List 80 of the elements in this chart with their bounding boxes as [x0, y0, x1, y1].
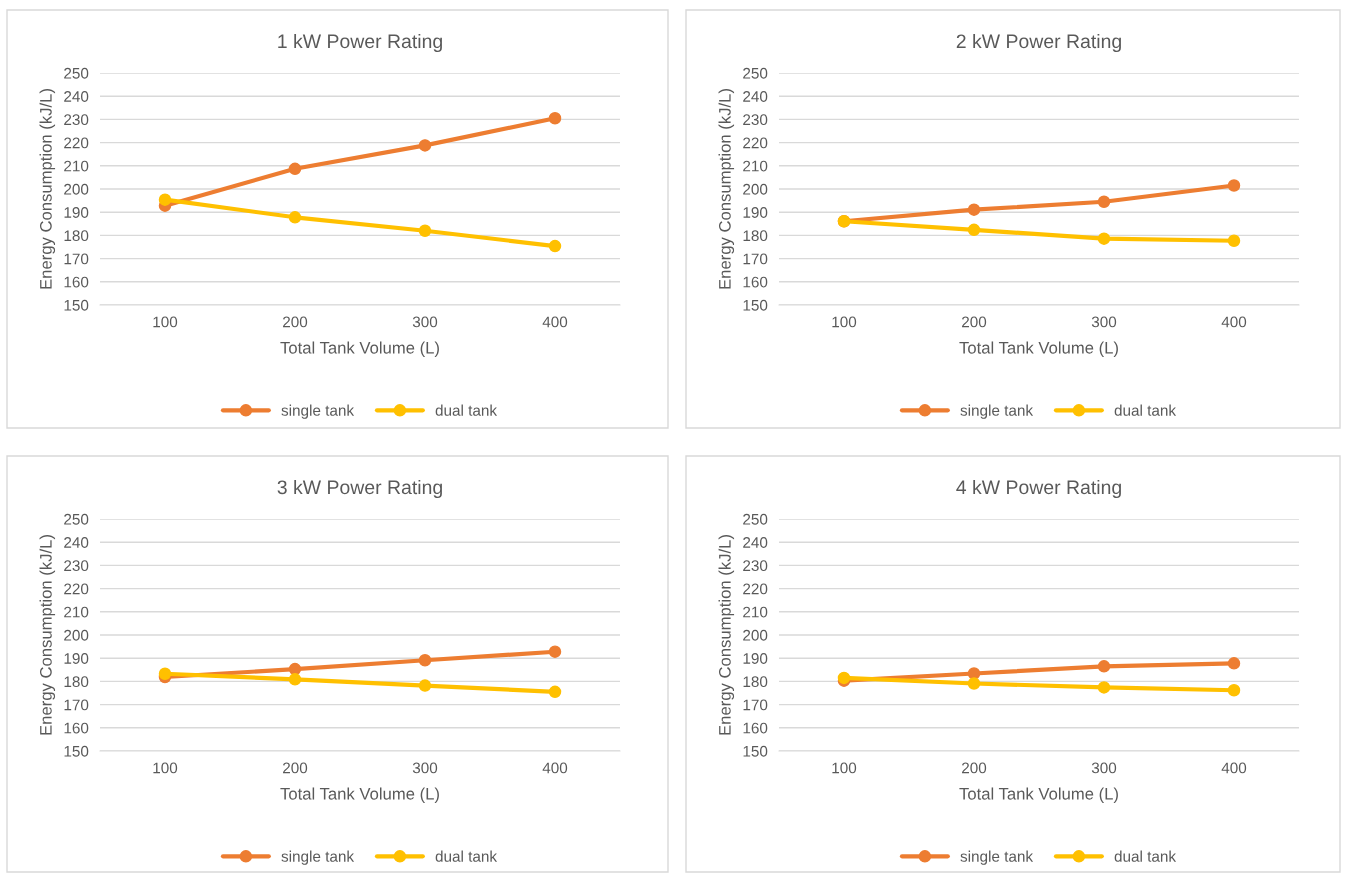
chart-title: 1 kW Power Rating — [278, 33, 442, 53]
y-tick-label: 220 — [64, 583, 89, 595]
y-tick-label: 250 — [743, 67, 768, 79]
y-tick-label: 150 — [743, 299, 768, 311]
y-tick-label: 200 — [743, 183, 768, 195]
legend-label: dual tank — [435, 850, 498, 862]
x-axis-title: Total Tank Volume (L) — [280, 341, 439, 357]
y-tick-label: 180 — [743, 676, 768, 688]
y-tick-label: 150 — [743, 745, 768, 757]
x-tick-label: 200 — [283, 316, 308, 328]
x-tick-label: 100 — [832, 762, 857, 774]
x-tick-label: 400 — [1221, 316, 1247, 328]
y-axis-title: Energy Consumption (kJ/L) — [39, 535, 56, 735]
x-axis-title: Total Tank Volume (L) — [959, 787, 1118, 803]
y-tick-label: 230 — [743, 114, 768, 126]
chart-title: 4 kW Power Rating — [956, 479, 1121, 499]
y-axis-title: Energy Consumption (kJ/L) — [718, 89, 735, 289]
x-tick-label: 100 — [153, 762, 178, 774]
legend-label: single tank — [960, 404, 1034, 419]
x-tick-label: 200 — [283, 762, 308, 774]
y-tick-label: 190 — [743, 653, 768, 664]
x-tick-label: 100 — [153, 316, 178, 328]
y-tick-label: 190 — [743, 207, 768, 218]
x-tick-label: 400 — [1221, 762, 1247, 774]
y-tick-label: 190 — [64, 653, 89, 664]
x-tick-label: 300 — [412, 316, 438, 328]
y-tick-label: 250 — [743, 513, 768, 525]
x-tick-label: 400 — [542, 316, 568, 328]
legend-label: single tank — [281, 404, 355, 419]
legend-label: single tank — [281, 850, 355, 865]
y-tick-label: 170 — [743, 253, 768, 265]
y-tick-label: 150 — [64, 299, 89, 311]
y-tick-label: 230 — [64, 560, 89, 572]
y-tick-label: 170 — [64, 253, 89, 265]
y-axis-title: Energy Consumption (kJ/L) — [718, 535, 735, 735]
y-tick-label: 160 — [743, 722, 768, 734]
x-tick-label: 300 — [1091, 316, 1117, 328]
y-tick-label: 230 — [64, 114, 89, 126]
y-tick-label: 150 — [64, 745, 89, 757]
x-tick-label: 200 — [962, 762, 987, 774]
y-tick-label: 160 — [743, 276, 768, 288]
y-axis-title: Energy Consumption (kJ/L) — [39, 89, 56, 289]
x-tick-label: 300 — [412, 762, 438, 774]
y-tick-label: 240 — [743, 91, 768, 102]
y-tick-label: 170 — [743, 699, 768, 711]
chart-title: 2 kW Power Rating — [956, 33, 1121, 53]
y-tick-label: 160 — [64, 276, 89, 288]
y-tick-label: 210 — [64, 606, 89, 618]
y-tick-label: 230 — [743, 560, 768, 572]
y-tick-label: 240 — [64, 91, 89, 102]
y-tick-label: 180 — [64, 676, 89, 688]
y-tick-label: 250 — [64, 513, 89, 525]
y-tick-label: 250 — [64, 67, 89, 79]
y-tick-label: 190 — [64, 207, 89, 218]
y-tick-label: 240 — [64, 537, 89, 548]
y-tick-label: 210 — [743, 160, 768, 172]
y-tick-label: 170 — [64, 699, 89, 711]
x-tick-label: 300 — [1091, 762, 1117, 774]
y-tick-label: 210 — [743, 606, 768, 618]
y-tick-label: 210 — [64, 160, 89, 172]
y-tick-label: 220 — [743, 583, 768, 595]
y-tick-label: 220 — [64, 137, 89, 149]
x-tick-label: 100 — [832, 316, 857, 328]
legend-label: dual tank — [435, 404, 498, 416]
x-axis-title: Total Tank Volume (L) — [280, 787, 439, 803]
legend-label: dual tank — [1114, 404, 1177, 416]
legend-label: single tank — [960, 850, 1034, 865]
y-tick-label: 220 — [743, 137, 768, 149]
y-tick-label: 180 — [64, 230, 89, 242]
chart-title: 3 kW Power Rating — [277, 479, 442, 499]
x-tick-label: 400 — [542, 762, 568, 774]
y-tick-label: 180 — [743, 230, 768, 242]
y-tick-label: 200 — [64, 629, 89, 641]
y-tick-label: 200 — [64, 183, 89, 195]
y-tick-label: 240 — [743, 537, 768, 548]
y-tick-label: 200 — [743, 629, 768, 641]
legend-label: dual tank — [1114, 850, 1177, 862]
x-axis-title: Total Tank Volume (L) — [959, 341, 1118, 357]
y-tick-label: 160 — [64, 722, 89, 734]
x-tick-label: 200 — [962, 316, 987, 328]
